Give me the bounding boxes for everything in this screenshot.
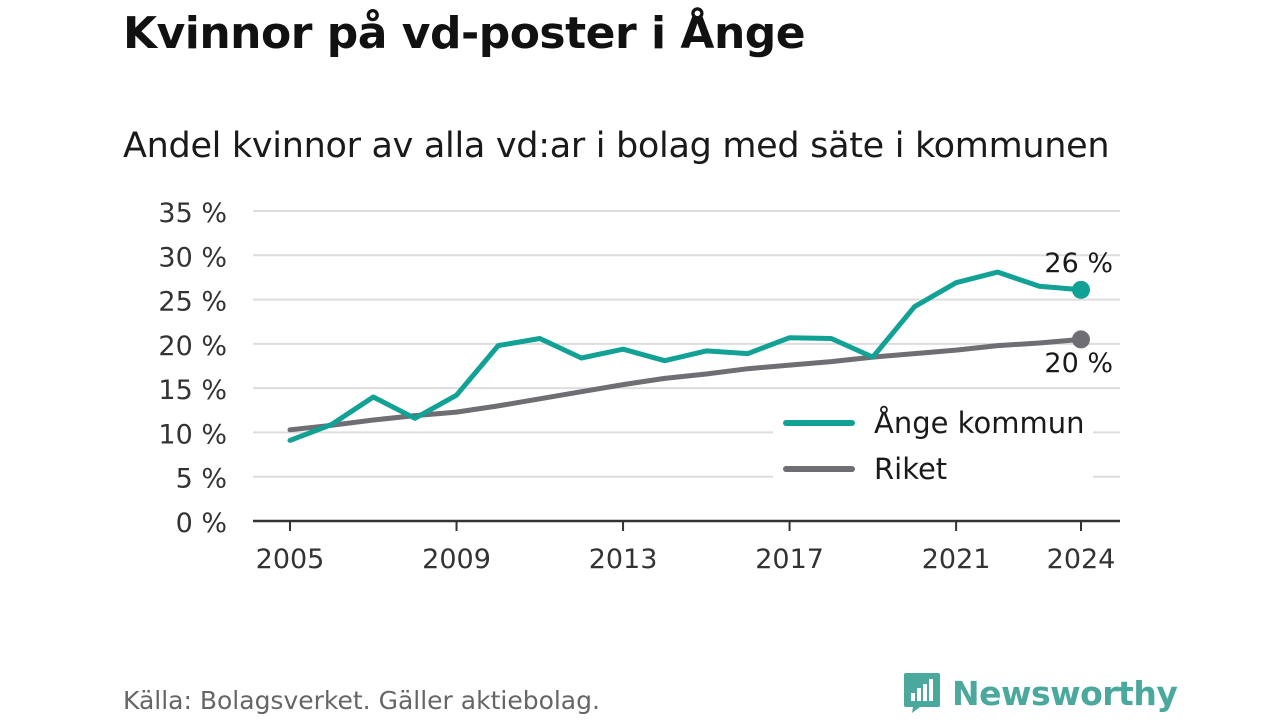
- y-tick-label: 5 %: [176, 464, 227, 495]
- gridlines: [253, 210, 1120, 523]
- y-tick-label: 20 %: [158, 331, 227, 362]
- chart-title: Kvinnor på vd-poster i Ånge: [123, 8, 806, 59]
- y-tick-label: 25 %: [158, 287, 227, 318]
- legend-background: [773, 402, 1093, 494]
- x-tick-label: 2024: [1047, 544, 1116, 575]
- end-label-riket: 20 %: [1044, 348, 1113, 379]
- end-labels: 26 % 20 %: [1044, 248, 1113, 379]
- y-tick-label: 0 %: [176, 508, 227, 539]
- brand-logo: Newsworthy: [902, 671, 1178, 715]
- x-axis-ticks: 2005 2009 2013 2017 2021 2024: [256, 521, 1116, 575]
- brand-name: Newsworthy: [952, 673, 1178, 713]
- y-tick-label: 15 %: [158, 375, 227, 406]
- legend: Ånge kommun Riket: [773, 402, 1093, 494]
- x-tick-label: 2017: [755, 544, 824, 575]
- legend-label: Riket: [874, 452, 947, 486]
- series-lines: [287, 269, 1090, 443]
- y-tick-label: 10 %: [158, 419, 227, 450]
- end-label-ange: 26 %: [1044, 248, 1113, 279]
- series-line-ange: [287, 269, 1084, 443]
- x-tick-label: 2013: [589, 544, 658, 575]
- legend-label: Ånge kommun: [874, 406, 1084, 440]
- y-tick-label: 35 %: [158, 198, 227, 229]
- x-tick-label: 2009: [422, 544, 491, 575]
- chart-subtitle: Andel kvinnor av alla vd:ar i bolag med …: [123, 126, 1110, 166]
- source-note: Källa: Bolagsverket. Gäller aktiebolag.: [123, 686, 600, 715]
- end-marker: [1072, 280, 1090, 299]
- y-tick-label: 30 %: [158, 242, 227, 273]
- x-tick-label: 2021: [922, 544, 991, 575]
- y-axis-ticks: 0 % 5 % 10 % 15 % 20 % 25 % 30 % 35 %: [158, 198, 227, 539]
- newsworthy-logo-icon: [904, 673, 940, 713]
- x-tick-label: 2005: [256, 544, 325, 575]
- end-marker: [1072, 330, 1090, 349]
